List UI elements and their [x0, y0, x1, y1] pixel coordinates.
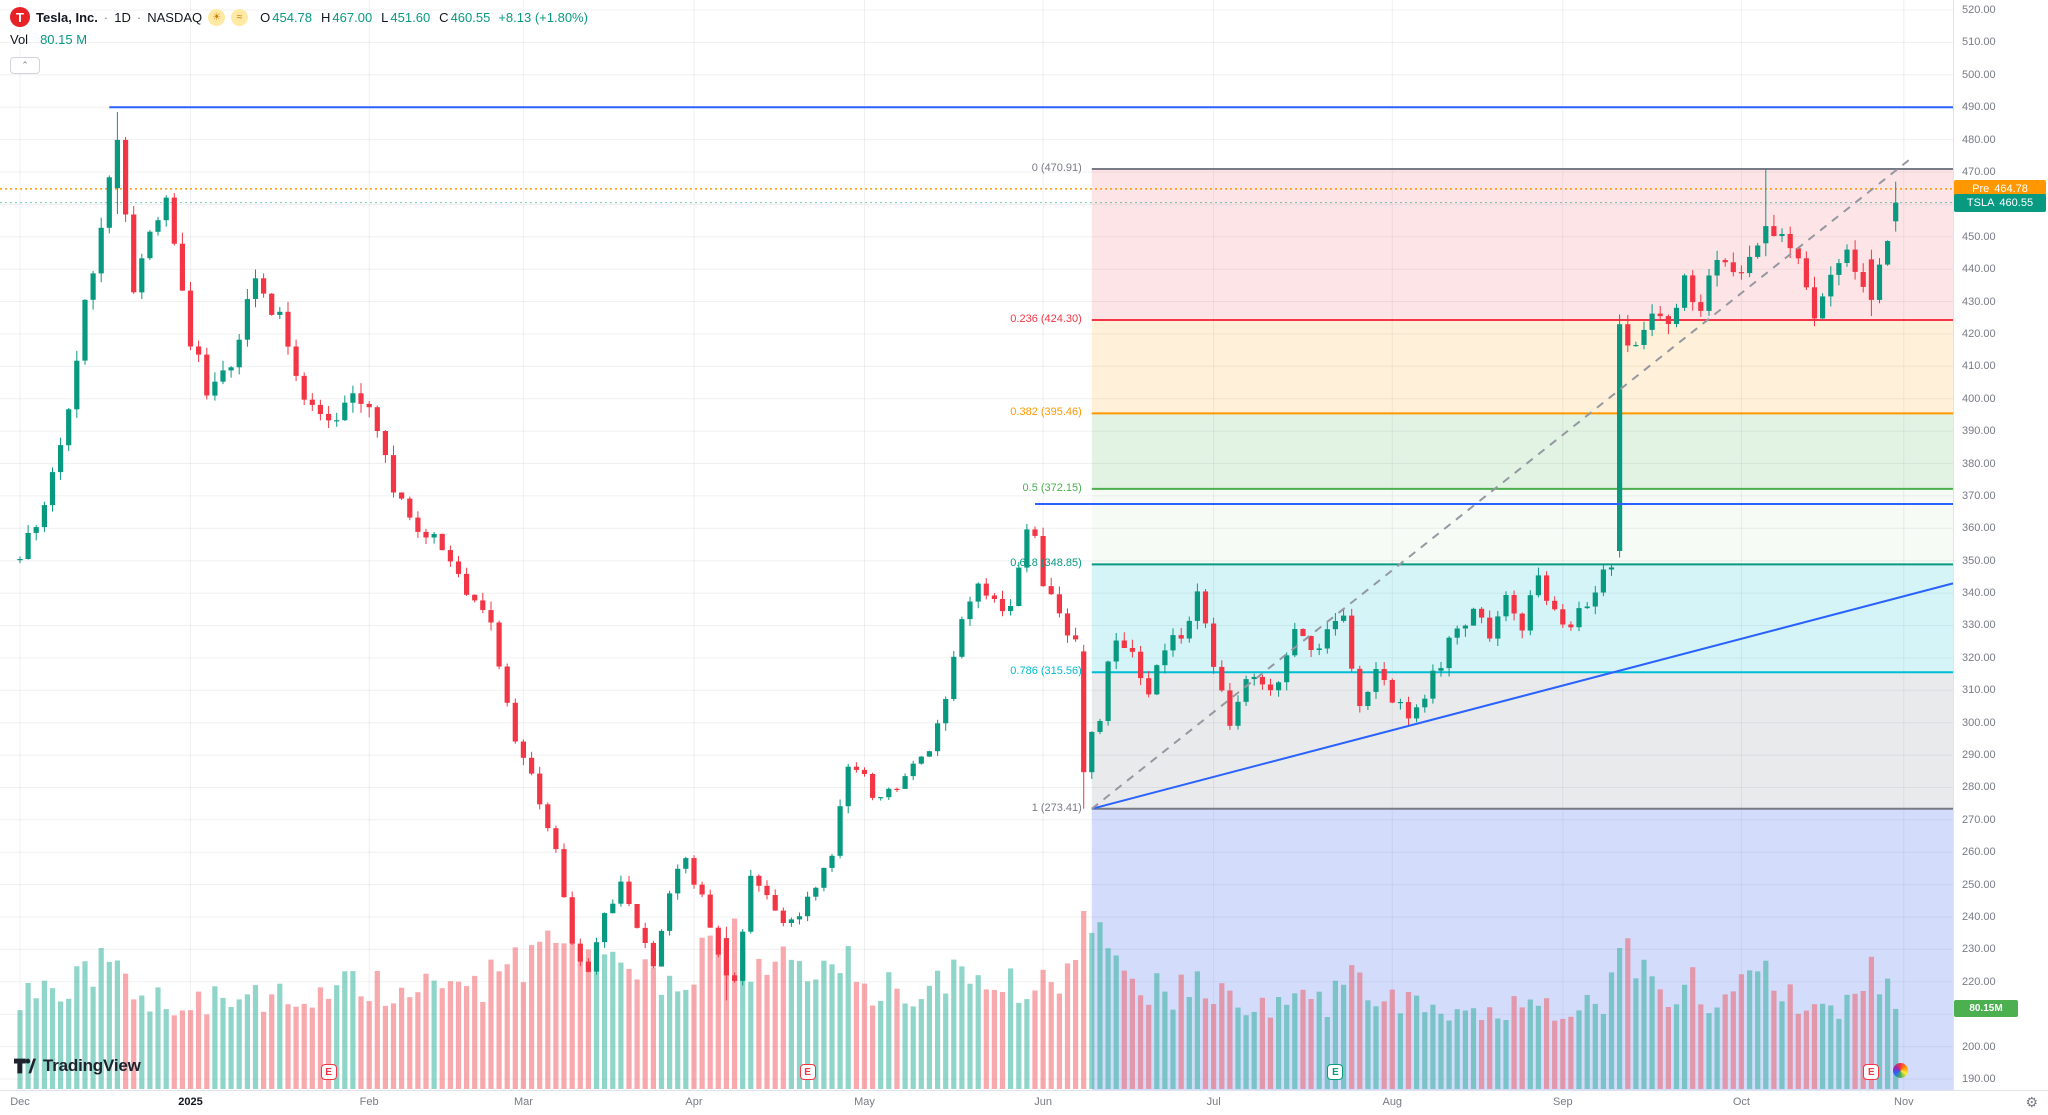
time-tick-label: 2025	[178, 1096, 203, 1108]
volume-layer	[17, 907, 1899, 1090]
price-tick-label: 350.00	[1962, 554, 1996, 567]
volume-value-tag: 80.15M	[1954, 999, 2018, 1017]
price-tick-label: 240.00	[1962, 911, 1996, 924]
separator: ·	[103, 9, 109, 25]
price-tick-label: 410.00	[1962, 360, 1996, 373]
gear-icon[interactable]: ⚙	[2025, 1094, 2038, 1110]
last-price-tag: TSLA 460.55	[1954, 193, 2046, 212]
price-tick-label: 480.00	[1962, 133, 1996, 146]
price-tick-label: 380.00	[1962, 457, 1996, 470]
price-tick-label: 190.00	[1962, 1073, 1996, 1085]
time-tick-label: Dec	[10, 1096, 30, 1108]
price-tick-label: 370.00	[1962, 489, 1996, 502]
interval-button[interactable]: 1D	[114, 9, 131, 25]
low-value: 451.60	[390, 9, 431, 25]
time-tick-label: Jul	[1206, 1096, 1221, 1108]
time-tick-label: Apr	[685, 1096, 703, 1108]
price-tick-label: 200.00	[1962, 1040, 1996, 1053]
trendlines-layer	[109, 106, 1954, 810]
tradingview-brand-text: TradingView	[43, 1056, 141, 1075]
earnings-marker[interactable]: E	[1327, 1064, 1344, 1080]
legend-symbol-row: T Tesla, Inc. · 1D · NASDAQ ☀ ≈ O 454.78 …	[10, 6, 588, 28]
price-tick-label: 340.00	[1962, 587, 1996, 600]
premarket-price-tag: Pre 464.78	[1954, 179, 2046, 198]
time-tick-label: May	[854, 1096, 875, 1108]
price-tick-label: 310.00	[1962, 684, 1996, 697]
earnings-marker[interactable]: E	[799, 1064, 816, 1080]
open-label: O	[260, 9, 271, 25]
sun-icon[interactable]: ☀	[208, 8, 226, 26]
time-tick-label: Mar	[513, 1096, 533, 1108]
close-value: 460.55	[450, 9, 491, 25]
price-tick-label: 400.00	[1962, 392, 1996, 405]
price-tick-label: 260.00	[1962, 846, 1996, 859]
price-tick-label: 510.00	[1962, 36, 1996, 49]
price-tick-label: 390.00	[1962, 425, 1996, 438]
time-axis[interactable]: Dec 2025 Feb Mar Apr May Jun Jul Aug Sep Oct Nov	[0, 1090, 2048, 1115]
price-tick-label: 280.00	[1962, 781, 1996, 794]
price-tick-label: 500.00	[1962, 68, 1996, 81]
price-tick-label: 450.00	[1962, 230, 1996, 243]
volume-label: Vol	[10, 31, 29, 47]
symbol-name[interactable]: Tesla, Inc.	[36, 9, 98, 25]
price-tick-label: 520.00	[1962, 4, 1996, 16]
legend-collapse-button[interactable]: ⌃	[10, 57, 40, 74]
tesla-logo-icon: T	[10, 7, 30, 27]
time-tick-label: Aug	[1382, 1096, 1403, 1108]
time-tick-label: Feb	[359, 1096, 379, 1108]
axis-corner: ⚙	[1953, 1090, 2048, 1115]
price-tick-label: 250.00	[1962, 878, 1996, 891]
waves-icon[interactable]: ≈	[231, 8, 249, 26]
ohlc-readout: O 454.78 H 467.00 L 451.60 C 460.55	[260, 10, 490, 25]
premarket-tag-label: Pre	[1972, 182, 1990, 195]
legend-volume-row: Vol 80.15 M	[10, 28, 588, 50]
premarket-tag-value: 464.78	[1994, 182, 2028, 195]
price-axis[interactable]: 190.00200.00210.00220.00230.00240.00250.…	[1953, 0, 2048, 1090]
earnings-marker[interactable]: E	[1863, 1064, 1880, 1080]
price-tick-label: 360.00	[1962, 522, 1996, 535]
last-tag-value: 460.55	[1999, 196, 2034, 209]
price-tick-label: 230.00	[1962, 943, 1996, 956]
price-lines-layer	[0, 188, 1953, 204]
price-tick-label: 330.00	[1962, 619, 1996, 632]
time-tick-label: Nov	[1894, 1096, 1914, 1108]
separator: ·	[136, 9, 142, 25]
event-sparkle-icon[interactable]	[1893, 1063, 1908, 1078]
time-tick-label: Oct	[1732, 1096, 1750, 1108]
close-label: C	[439, 9, 449, 25]
price-tick-label: 420.00	[1962, 327, 1996, 340]
price-tick-label: 440.00	[1962, 263, 1996, 276]
price-tick-label: 220.00	[1962, 975, 1996, 988]
chart-legend: T Tesla, Inc. · 1D · NASDAQ ☀ ≈ O 454.78 …	[10, 6, 588, 74]
low-label: L	[381, 9, 389, 25]
open-value: 454.78	[272, 9, 313, 25]
candles-layer	[17, 111, 1899, 1001]
price-tick-label: 270.00	[1962, 813, 1996, 826]
price-tick-label: 490.00	[1962, 101, 1996, 114]
high-label: H	[321, 9, 331, 25]
volume-value: 80.15 M	[40, 31, 88, 47]
price-tick-label: 470.00	[1962, 165, 1996, 178]
tradingview-logo-icon	[14, 1058, 36, 1074]
time-tick-label: Jun	[1034, 1096, 1052, 1108]
price-tick-label: 430.00	[1962, 295, 1996, 308]
time-tick-label: Sep	[1553, 1096, 1573, 1108]
exchange-name: NASDAQ	[147, 9, 203, 25]
high-value: 467.00	[332, 9, 373, 25]
change-readout: +8.13 (+1.80%)	[498, 9, 588, 25]
last-tag-symbol: TSLA	[1966, 196, 1995, 209]
tradingview-watermark[interactable]: TradingView	[14, 1056, 141, 1076]
price-tick-label: 290.00	[1962, 749, 1996, 762]
price-tick-label: 300.00	[1962, 716, 1996, 729]
price-tick-label: 320.00	[1962, 651, 1996, 664]
earnings-marker[interactable]: E	[320, 1064, 337, 1080]
